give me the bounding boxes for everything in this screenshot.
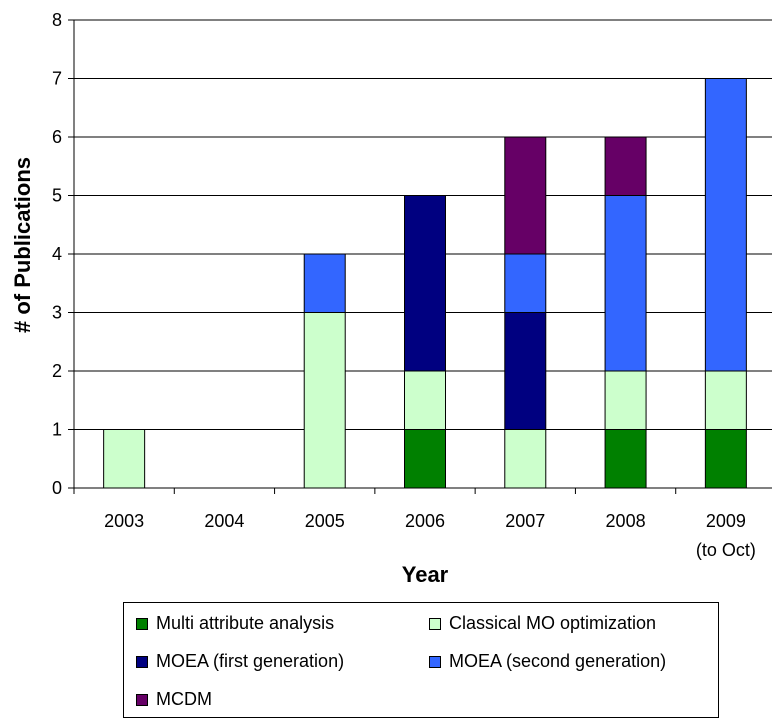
x-tick-label: 2005 — [305, 511, 345, 531]
bar-segment — [504, 136, 547, 255]
bar-segment — [604, 195, 647, 372]
legend-swatch — [136, 655, 148, 668]
legend-label: MOEA (second generation) — [449, 651, 667, 671]
bar-segment — [303, 312, 346, 489]
legend-swatch — [429, 655, 441, 668]
y-tick-label: 1 — [52, 420, 62, 440]
x-tick-sublabel: (to Oct) — [696, 540, 756, 560]
y-tick-label: 7 — [52, 69, 62, 89]
bar-segment — [404, 370, 446, 430]
x-tick-label: 2003 — [104, 511, 144, 531]
bar-segment — [704, 429, 747, 489]
bar-segment — [604, 429, 647, 489]
x-tick-label: 2009 — [706, 511, 746, 531]
bar-segment — [604, 136, 647, 196]
y-tick-label: 3 — [52, 303, 62, 323]
y-tick-labels: 0 1 2 3 4 5 6 7 8 — [52, 10, 62, 498]
legend-swatch — [136, 693, 148, 706]
bar-segment — [504, 253, 547, 313]
x-tick-label: 2006 — [405, 511, 445, 531]
bar-segment — [504, 429, 547, 489]
legend-label: Classical MO optimization — [449, 613, 657, 633]
y-tick-label: 8 — [52, 10, 62, 30]
y-tick-label: 4 — [52, 244, 62, 264]
bar-segment — [704, 370, 747, 430]
y-tick-label: 6 — [52, 127, 62, 147]
bar-segment — [404, 429, 446, 489]
legend-swatch — [136, 617, 148, 630]
x-tick-label: 2007 — [505, 511, 545, 531]
y-tick-label: 2 — [52, 361, 62, 381]
x-axis-title: Year — [402, 562, 449, 587]
bar-segment — [504, 312, 547, 430]
legend-item: MCDM — [136, 689, 212, 710]
legend-label: MCDM — [156, 689, 212, 709]
bar-segment — [103, 429, 146, 489]
bars — [103, 78, 747, 489]
y-axis-title: # of Publications — [10, 157, 35, 333]
bar-segment — [704, 78, 747, 372]
legend: Multi attribute analysis Classical MO op… — [123, 602, 719, 718]
stacked-bar-chart: 0 1 2 3 4 5 6 7 8 2003 2004 2005 2006 2007 2008 2009 (t… — [10, 10, 772, 587]
axes — [68, 19, 772, 494]
bar-segment — [303, 253, 346, 313]
bar-segment — [604, 370, 647, 430]
y-tick-label: 5 — [52, 186, 62, 206]
legend-label: MOEA (first generation) — [156, 651, 345, 671]
legend-item: Multi attribute analysis — [136, 613, 334, 634]
x-tick-label: 2008 — [606, 511, 646, 531]
legend-label: Multi attribute analysis — [156, 613, 335, 633]
x-tick-label: 2004 — [204, 511, 244, 531]
legend-item: MOEA (second generation) — [429, 651, 666, 672]
bar-segment — [404, 195, 446, 372]
x-tick-labels: 2003 2004 2005 2006 2007 2008 2009 (to Oct) — [104, 511, 756, 560]
legend-item: MOEA (first generation) — [136, 651, 344, 672]
legend-swatch — [429, 617, 441, 630]
legend-item: Classical MO optimization — [429, 613, 656, 634]
y-tick-label: 0 — [52, 478, 62, 498]
